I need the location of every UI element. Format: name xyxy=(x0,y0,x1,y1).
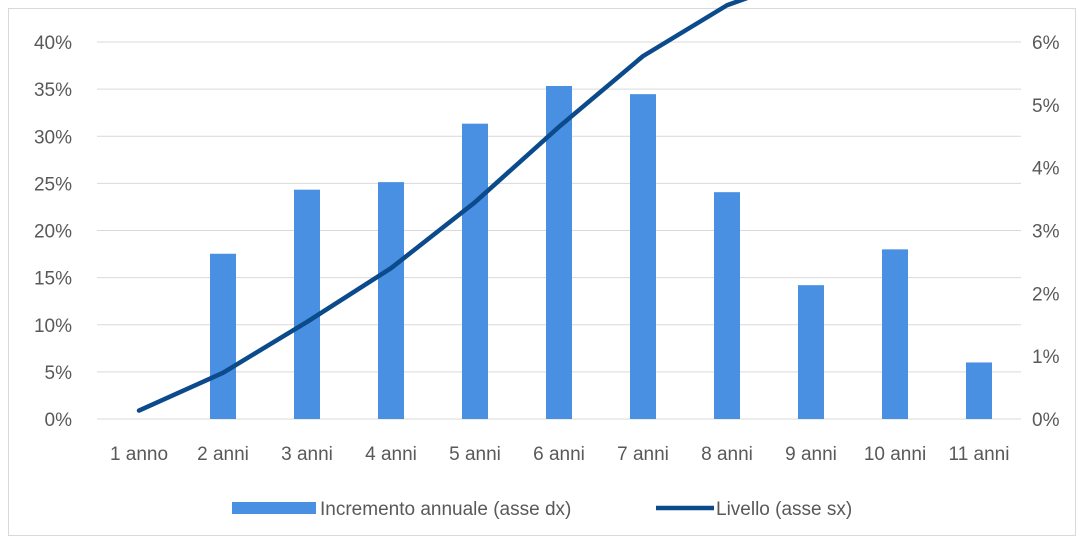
bar xyxy=(294,189,320,419)
y-right-tick-label: 1% xyxy=(1032,347,1060,368)
x-tick-label: 11 anni xyxy=(949,444,1010,465)
x-tick-label: 1 anno xyxy=(110,444,168,465)
bar xyxy=(966,362,992,419)
x-tick-label: 6 anni xyxy=(533,444,585,465)
x-tick-label: 5 anni xyxy=(449,444,501,465)
bar xyxy=(798,285,824,419)
y-right-tick-label: 6% xyxy=(1032,33,1060,54)
x-tick-label: 9 anni xyxy=(785,444,837,465)
y-left-tick-label: 5% xyxy=(45,363,73,384)
legend-label-line: Livello (asse sx) xyxy=(716,499,852,520)
x-tick-label: 3 anni xyxy=(281,444,333,465)
y-left-tick-label: 10% xyxy=(34,316,72,337)
x-tick-label: 7 anni xyxy=(617,444,669,465)
x-tick-label: 8 anni xyxy=(701,444,753,465)
series-line xyxy=(136,0,749,413)
y-right-tick-label: 2% xyxy=(1032,284,1060,305)
y-left-tick-label: 35% xyxy=(34,80,72,101)
bar xyxy=(630,94,656,419)
y-left-tick-label: 30% xyxy=(34,127,72,148)
y-right-tick-label: 4% xyxy=(1032,159,1060,180)
x-tick-label: 2 anni xyxy=(197,444,249,465)
legend-label-bar: Incremento annuale (asse dx) xyxy=(320,499,571,520)
y-right-tick-label: 3% xyxy=(1032,222,1060,243)
y-right-tick-label: 5% xyxy=(1032,96,1060,117)
bar xyxy=(210,253,236,419)
bar xyxy=(378,182,404,419)
y-left-tick-label: 0% xyxy=(45,410,73,431)
y-left-tick-label: 20% xyxy=(34,222,72,243)
y-right-tick-label: 0% xyxy=(1032,410,1060,431)
bar xyxy=(462,123,488,419)
x-tick-label: 4 anni xyxy=(365,444,417,465)
legend-swatch-bar xyxy=(232,502,316,514)
y-left-tick-label: 40% xyxy=(34,33,72,54)
bar xyxy=(546,85,572,419)
bar xyxy=(882,249,908,419)
x-tick-label: 10 anni xyxy=(864,444,926,465)
bar xyxy=(714,192,740,419)
y-left-tick-label: 15% xyxy=(34,269,72,290)
y-left-tick-label: 25% xyxy=(34,174,72,195)
